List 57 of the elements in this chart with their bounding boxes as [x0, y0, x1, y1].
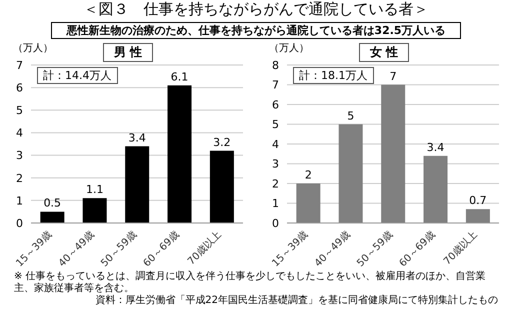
- y-tick-label: 7: [272, 78, 279, 92]
- x-tick-label: 70歳以上: [441, 228, 480, 268]
- data-label: 0.7: [469, 194, 487, 208]
- y-tick-label: 5: [272, 118, 279, 132]
- x-tick-label: 40～49歳: [312, 228, 353, 270]
- data-label: 7: [390, 70, 397, 83]
- y-tick-label: 1: [16, 194, 23, 208]
- y-tick-label: 4: [272, 138, 279, 151]
- data-label: 3.2: [213, 136, 231, 149]
- chart-title: 女 性: [358, 43, 410, 62]
- x-tick-label: 50～59歳: [98, 228, 140, 270]
- bar: [296, 184, 320, 223]
- y-tick-label: 1: [272, 197, 279, 210]
- y-axis-title: （万人）: [269, 42, 309, 55]
- bar: [338, 124, 363, 223]
- data-label: 2: [304, 168, 312, 182]
- bar: [40, 212, 64, 223]
- text: 悪性新生物の治療のため、仕事を持ちながら通院している者は32.5万人いる: [51, 22, 461, 39]
- text: 資料：厚生労働省「平成22年国民生活基礎調査」を基に同省健康局にて特別集計したもの: [94, 295, 498, 307]
- y-tick-label: 4: [16, 126, 23, 140]
- y-tick-label: 3: [272, 158, 279, 171]
- chart-title: 男 性: [102, 43, 154, 62]
- bar: [82, 198, 107, 223]
- bar: [424, 156, 448, 223]
- x-tick-label: 50～59歳: [354, 228, 396, 270]
- data-label: 6.1: [170, 70, 188, 84]
- data-label: 3.4: [128, 131, 146, 144]
- bar: [381, 84, 406, 223]
- y-tick-label: 2: [272, 177, 279, 190]
- data-label: 1.1: [86, 183, 104, 196]
- annotation: 計：14.4万人: [37, 67, 118, 84]
- y-tick-label: 3: [16, 149, 23, 162]
- x-tick-label: 70歳以上: [185, 228, 224, 268]
- bar: [168, 85, 192, 223]
- y-tick-label: 6: [16, 81, 23, 94]
- bar: [210, 150, 234, 223]
- text: ＜図３ 仕事を持ちながらがんで通院している者＞: [82, 0, 430, 19]
- text: ※ 仕事をもっているとは、調査月に収入を伴う仕事を少しでもしたことをいい、被雇用者のほか、自営業主、家族従事者等を含む。: [14, 271, 487, 294]
- y-tick-label: 7: [16, 58, 23, 72]
- y-tick-label: 8: [272, 58, 279, 72]
- x-tick-label: 15～39歳: [270, 228, 310, 270]
- data-label: 5: [347, 109, 354, 122]
- y-tick-label: 0: [16, 216, 23, 230]
- x-tick-label: 15～39歳: [14, 228, 54, 270]
- y-tick-label: 0: [272, 216, 279, 230]
- data-label: 3.4: [426, 140, 444, 154]
- y-tick-label: 2: [16, 172, 23, 185]
- y-tick-label: 5: [16, 104, 23, 118]
- data-label: 0.5: [44, 196, 62, 210]
- y-tick-label: 6: [272, 98, 279, 112]
- y-axis-title: （万人）: [13, 42, 53, 55]
- x-tick-label: 60～69歳: [140, 228, 182, 270]
- bar: [125, 146, 150, 223]
- annotation: 計：18.1万人: [293, 67, 374, 84]
- x-tick-label: 40～49歳: [56, 228, 97, 270]
- x-tick-label: 60～69歳: [396, 228, 438, 270]
- bar: [466, 209, 490, 223]
